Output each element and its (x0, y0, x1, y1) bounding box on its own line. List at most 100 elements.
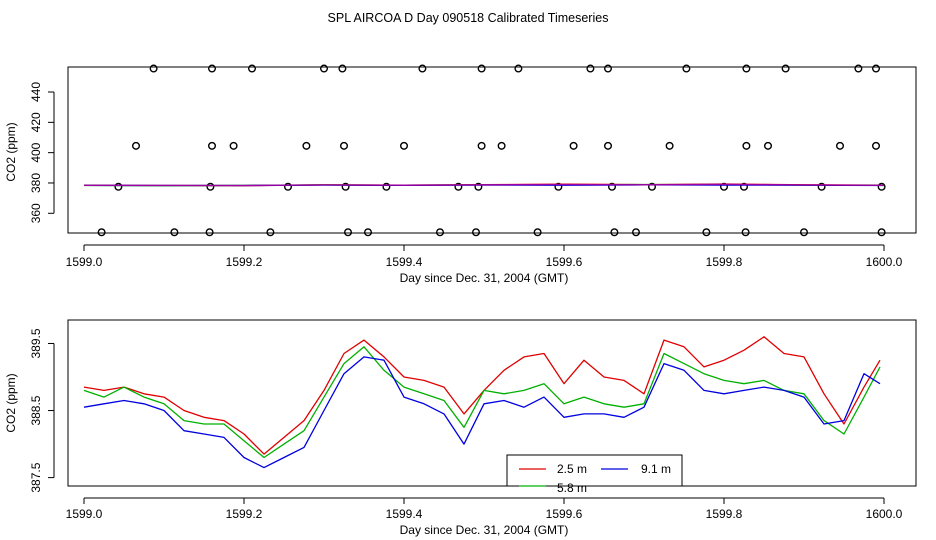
calibration-point (247, 64, 256, 73)
calibration-point (418, 64, 427, 73)
legend-label-5-8m: 5.8 m (557, 481, 587, 495)
calibration-point (742, 141, 751, 150)
x-tick-label: 1599.0 (66, 507, 103, 521)
calibration-point (114, 182, 123, 191)
x-tick-label: 1599.2 (226, 507, 263, 521)
calibration-point (149, 64, 158, 73)
x-tick-label: 1599.6 (546, 507, 583, 521)
y-axis-bottom: 387.5 388.5 389.5 (29, 328, 55, 493)
calibration-point (741, 228, 750, 237)
y-tick-label: 388.5 (29, 395, 43, 425)
calibration-point (400, 141, 409, 150)
y-tick-label: 389.5 (29, 328, 43, 358)
calibration-point (872, 64, 881, 73)
panel-bottom: 1599.0 1599.2 1599.4 1599.6 1599.8 1600.0 387… (4, 319, 917, 537)
calibration-point (207, 141, 216, 150)
legend-box (506, 454, 683, 487)
y-tick-label: 360 (29, 203, 43, 223)
calibration-point (836, 141, 845, 150)
calibration-point (604, 64, 613, 73)
calibration-point (569, 141, 578, 150)
legend: 2.5 m 9.1 m 5.8 m (506, 454, 683, 495)
calibration-point (514, 64, 523, 73)
series-line-5-8-m (83, 346, 881, 459)
plot-frame-top (67, 66, 917, 234)
calibration-point (472, 228, 481, 237)
calibration-point (586, 64, 595, 73)
y-tick-label: 400 (29, 142, 43, 162)
legend-label-9-1m: 9.1 m (641, 462, 671, 476)
calibration-point (344, 228, 353, 237)
calibration-point (340, 141, 349, 150)
x-tick-label: 1599.0 (66, 255, 103, 269)
figure-title: SPL AIRCOA D Day 090518 Calibrated Times… (328, 11, 609, 25)
calibration-point (554, 182, 563, 191)
calibration-point (740, 182, 749, 191)
calibration-point (207, 64, 216, 73)
y-axis-label-bottom: CO2 (ppm) (4, 373, 18, 432)
calibration-point (665, 141, 674, 150)
calibration-point (320, 64, 329, 73)
calibration-point (474, 182, 483, 191)
calibration-point (800, 228, 809, 237)
y-axis-label-top: CO2 (ppm) (4, 122, 18, 181)
calibration-point (742, 64, 751, 73)
calibration-point (702, 228, 711, 237)
calibration-point (205, 228, 214, 237)
x-tick-label: 1599.6 (546, 255, 583, 269)
calibration-point (477, 141, 486, 150)
x-tick-label: 1599.8 (706, 255, 743, 269)
x-axis-label-top: Day since Dec. 31, 2004 (GMT) (400, 271, 569, 285)
calibration-point (648, 182, 657, 191)
calibration-point (608, 182, 617, 191)
calibration-point (302, 141, 311, 150)
calibration-point (206, 182, 215, 191)
calibration-point (533, 228, 542, 237)
plot-area-bottom (83, 336, 881, 469)
x-tick-label: 1599.4 (386, 255, 423, 269)
calibration-point (632, 228, 641, 237)
calibration-point (610, 228, 619, 237)
calibration-point (284, 182, 293, 191)
calibration-point (341, 182, 350, 191)
plot-frame-bottom (67, 319, 917, 487)
calibration-point (477, 64, 486, 73)
calibration-point (170, 228, 179, 237)
x-tick-label: 1600.0 (866, 507, 903, 521)
x-axis-bottom: 1599.0 1599.2 1599.4 1599.6 1599.8 1600.0 (66, 497, 903, 521)
y-tick-label: 440 (29, 82, 43, 102)
calibration-point (877, 228, 886, 237)
legend-label-2-5m: 2.5 m (557, 462, 587, 476)
calibration-point (338, 64, 347, 73)
calibration-point (682, 64, 691, 73)
calibration-point (454, 182, 463, 191)
x-tick-label: 1599.8 (706, 507, 743, 521)
calibration-point (817, 182, 826, 191)
y-tick-label: 420 (29, 112, 43, 132)
calibration-point (781, 64, 790, 73)
calibration-point (266, 228, 275, 237)
x-axis-label-bottom: Day since Dec. 31, 2004 (GMT) (400, 523, 569, 537)
calibration-point (764, 141, 773, 150)
calibration-point (364, 228, 373, 237)
series-line-9-1-m (83, 356, 881, 469)
calibration-point (382, 182, 391, 191)
y-tick-label: 380 (29, 173, 43, 193)
x-tick-label: 1599.2 (226, 255, 263, 269)
x-tick-label: 1599.4 (386, 507, 423, 521)
y-axis-top: 360 380 400 420 440 (29, 82, 55, 223)
calibration-point (497, 141, 506, 150)
calibration-point (854, 64, 863, 73)
calibration-point (131, 141, 140, 150)
calibration-point (872, 141, 881, 150)
calibration-point (877, 182, 886, 191)
calibration-point (436, 228, 445, 237)
calibration-point (229, 141, 238, 150)
x-tick-label: 1600.0 (866, 255, 903, 269)
y-tick-label: 387.5 (29, 462, 43, 492)
calibration-point (97, 228, 106, 237)
calibration-point (604, 141, 613, 150)
panel-top: 1599.0 1599.2 1599.4 1599.6 1599.8 1600.0 360… (4, 64, 917, 285)
x-axis-top: 1599.0 1599.2 1599.4 1599.6 1599.8 1600.0 (66, 244, 903, 269)
